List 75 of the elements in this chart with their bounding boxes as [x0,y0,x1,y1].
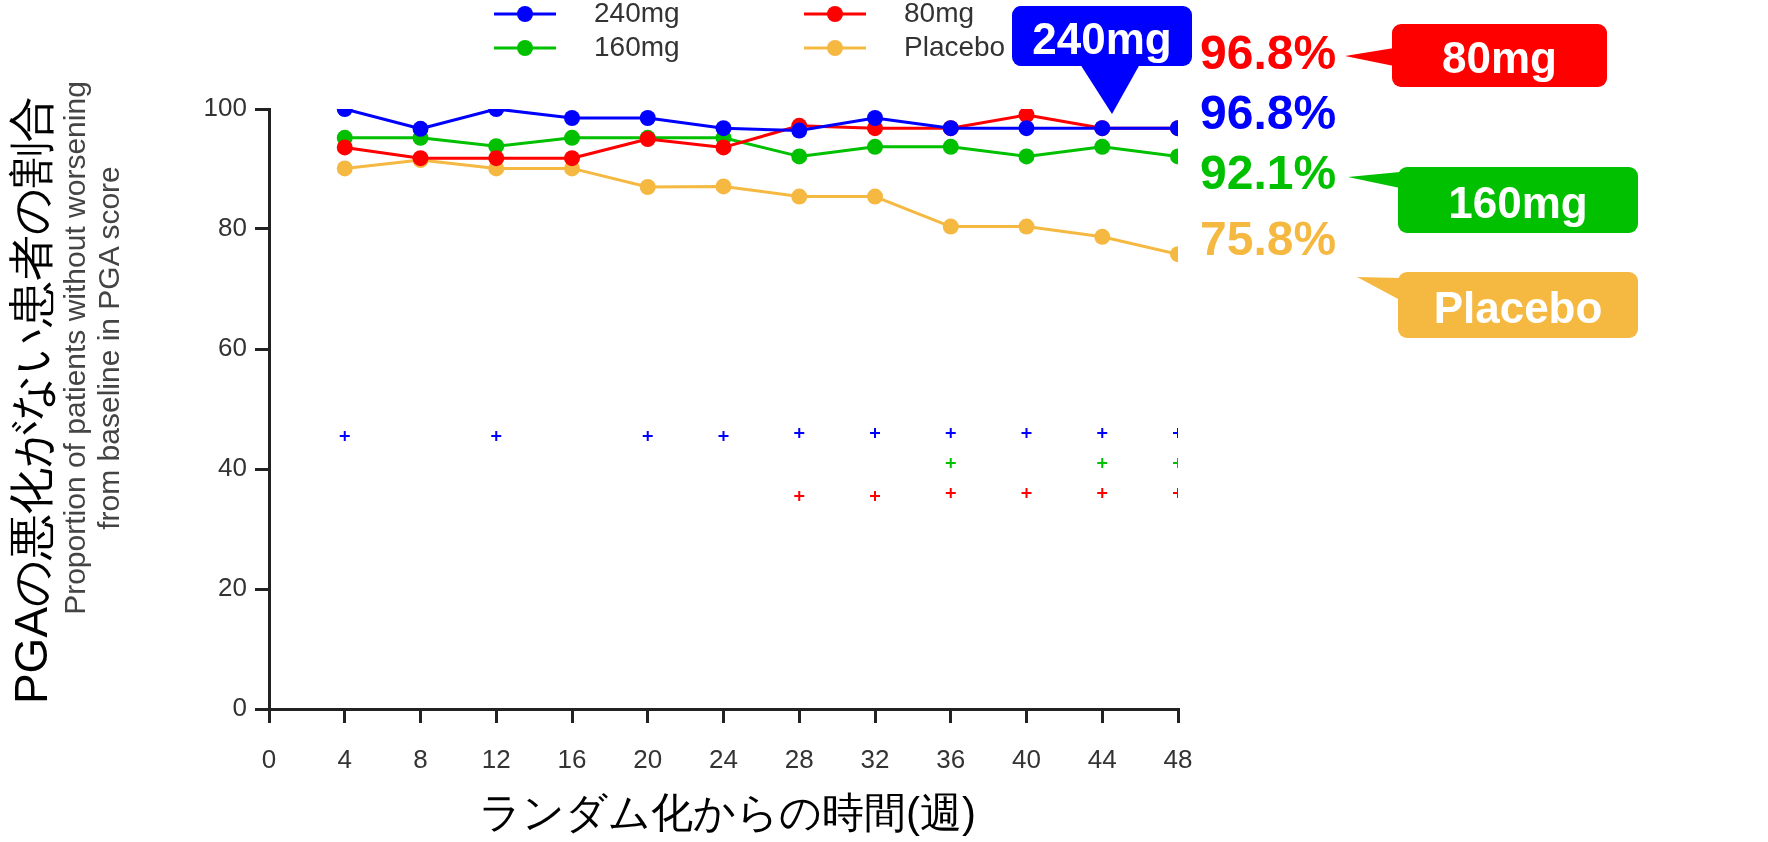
point [793,490,806,502]
x-tick-label: 32 [860,743,890,774]
point [336,160,353,177]
point [791,148,808,165]
point [1096,487,1109,499]
x-tick-label: 0 [261,743,277,774]
point [793,427,806,439]
text: 80mg [1442,33,1557,82]
legend-label: Placebo [904,30,1006,62]
legend-label: 160mg [594,30,680,62]
point [1094,228,1111,245]
point [1096,457,1109,469]
y-tick-label: 60 [218,332,247,363]
point [867,110,883,126]
point [867,138,883,155]
x-tick-label: 44 [1087,743,1117,774]
point [1094,138,1111,155]
point [791,122,808,139]
x-tick-label: 24 [709,743,738,774]
point [715,178,732,195]
point [336,139,353,156]
x-tick-label: 20 [633,743,663,774]
point [639,179,656,195]
point [490,430,503,442]
y-tick-label: 40 [218,452,247,483]
point [715,120,732,137]
point [717,430,730,442]
legend-label: 80mg [904,0,975,28]
point [1096,427,1109,439]
point [1018,148,1035,165]
point [869,427,881,439]
y-tick-label: 20 [218,572,247,603]
point [564,110,580,126]
point [564,150,580,167]
point [944,427,957,439]
data-label: 75.8% [1200,212,1337,266]
x-tick-label: 8 [413,743,428,774]
point [867,188,883,205]
point [1018,109,1035,123]
point [488,150,505,167]
point [338,430,351,442]
x-tick-label: 48 [1163,743,1193,774]
point [715,139,732,156]
text: 240mg [1032,13,1172,63]
point [639,110,656,126]
point [942,218,959,235]
y-tick-label: 100 [203,92,247,123]
point [791,188,808,205]
x-tick-label: 28 [784,743,814,774]
text: Placebo [1433,282,1603,332]
point [944,487,957,499]
data-label: 92.1% [1200,146,1337,200]
x-tick-label: 4 [337,743,352,774]
point [412,120,429,137]
y-tick-label: 80 [218,212,247,243]
data-label: 96.8% [1200,26,1337,80]
y-axis-title: PGAの悪化がない患者の割合 Proportion of patients without worsening from baseline in PGA score [4,81,126,705]
x-tick-label: 40 [1012,743,1041,774]
point [1018,218,1035,235]
point [942,138,959,155]
point [1018,120,1035,137]
point [641,430,654,442]
point [869,490,881,502]
x-axis-title: ランダム化からの時間(週) [479,788,976,836]
legend-label: 240mg [594,0,680,28]
x-tick-label: 12 [481,743,511,774]
point [564,129,580,146]
text: 160mg [1448,177,1588,227]
point [1020,487,1033,499]
data-label: 96.8% [1200,86,1337,140]
x-tick-label: 16 [557,743,587,774]
point [1020,427,1033,439]
y-tick-label: 0 [232,692,247,723]
point [944,457,957,469]
x-tick-label: 36 [936,743,966,774]
